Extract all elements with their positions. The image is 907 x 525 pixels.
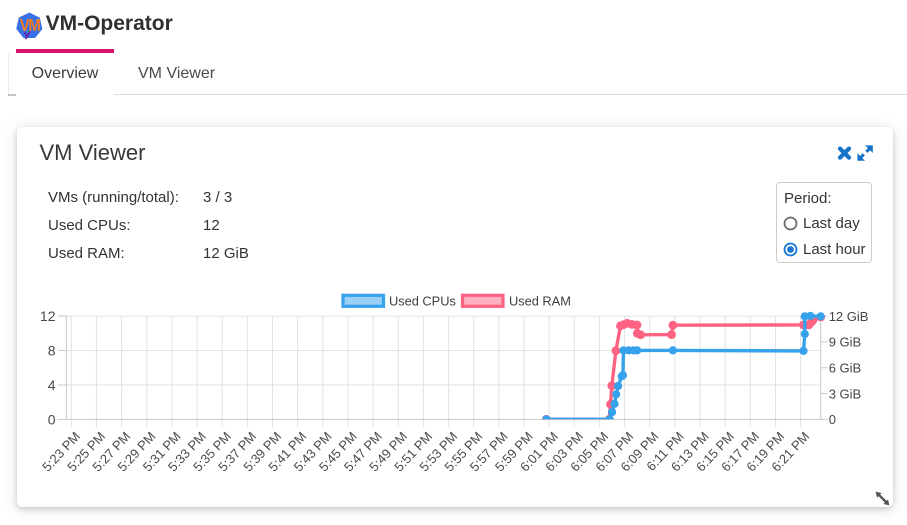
svg-text:12: 12 (40, 308, 56, 324)
svg-text:Used RAM: Used RAM (509, 293, 571, 308)
svg-text:0: 0 (829, 412, 836, 427)
svg-text:Used CPUs: Used CPUs (389, 293, 456, 308)
svg-text:4: 4 (48, 377, 56, 393)
svg-text:0: 0 (48, 411, 56, 427)
svg-text:VM: VM (20, 16, 41, 35)
svg-text:3 GiB: 3 GiB (829, 386, 862, 401)
svg-text:6 GiB: 6 GiB (829, 361, 862, 376)
svg-text:12 GiB: 12 GiB (829, 309, 869, 324)
svg-text:9 GiB: 9 GiB (829, 335, 862, 350)
svg-text:8: 8 (48, 343, 56, 359)
